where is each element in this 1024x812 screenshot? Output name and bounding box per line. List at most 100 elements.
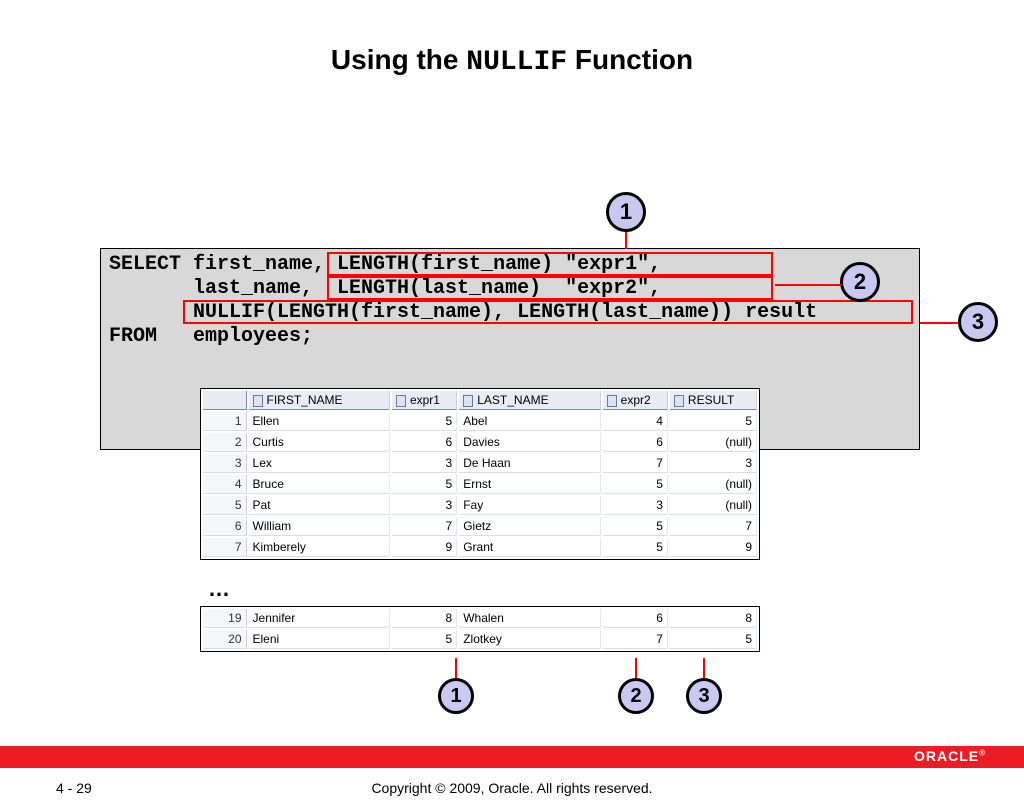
last-name-cell: De Haan [459, 454, 600, 473]
callout-badge-1: 1 [606, 192, 646, 232]
column-icon [396, 395, 406, 407]
rownum-cell: 2 [203, 433, 247, 452]
expr2-cell: 6 [603, 433, 668, 452]
expr2-cell: 5 [603, 475, 668, 494]
highlight-2 [327, 276, 773, 300]
connector-1 [625, 232, 627, 249]
rownum-cell: 5 [203, 496, 247, 515]
results-body: 1Ellen5Abel452Curtis6Davies6(null)3Lex3D… [203, 412, 757, 557]
table-row: 3Lex3De Haan73 [203, 454, 757, 473]
result-cell: 9 [670, 538, 757, 557]
last-name-cell: Abel [459, 412, 600, 431]
expr2-cell: 3 [603, 496, 668, 515]
table-row: 2Curtis6Davies6(null) [203, 433, 757, 452]
expr1-cell: 5 [392, 475, 457, 494]
callout-badge-2: 2 [840, 262, 880, 302]
rownum-header [203, 391, 247, 410]
expr2-cell: 5 [603, 517, 668, 536]
rownum-cell: 4 [203, 475, 247, 494]
title-mono: NULLIF [466, 47, 567, 78]
table-row: 6William7Gietz57 [203, 517, 757, 536]
result-cell: 8 [670, 609, 757, 628]
callout-badge-bottom-3: 3 [686, 678, 722, 714]
copyright-text: Copyright © 2009, Oracle. All rights res… [0, 780, 1024, 796]
column-icon [674, 395, 684, 407]
callout-badge-3: 3 [958, 302, 998, 342]
expr2-cell: 7 [603, 454, 668, 473]
results-body-continued: 19Jennifer8Whalen6820Eleni5Zlotkey75 [203, 609, 757, 649]
expr1-cell: 7 [392, 517, 457, 536]
highlight-1 [327, 252, 773, 276]
title-suffix: Function [567, 44, 693, 75]
rownum-cell: 19 [203, 609, 247, 628]
table-row: 19Jennifer8Whalen68 [203, 609, 757, 628]
last-name-cell: Fay [459, 496, 600, 515]
oracle-logo: ORACLE® [904, 746, 996, 766]
last-name-cell: Grant [459, 538, 600, 557]
expr1-cell: 3 [392, 454, 457, 473]
last-name-cell: Gietz [459, 517, 600, 536]
highlight-3 [183, 300, 913, 324]
connector-b2 [635, 658, 637, 678]
rownum-cell: 6 [203, 517, 247, 536]
connector-2 [775, 284, 841, 286]
expr2-cell: 4 [603, 412, 668, 431]
first-name-cell: Lex [249, 454, 390, 473]
rownum-cell: 20 [203, 630, 247, 649]
column-icon [253, 395, 263, 407]
col-last-name: LAST_NAME [459, 391, 600, 410]
table-row: 20Eleni5Zlotkey75 [203, 630, 757, 649]
callout-badge-bottom-2: 2 [618, 678, 654, 714]
first-name-cell: Eleni [249, 630, 390, 649]
last-name-cell: Davies [459, 433, 600, 452]
rownum-cell: 3 [203, 454, 247, 473]
first-name-cell: Jennifer [249, 609, 390, 628]
result-cell: 5 [670, 412, 757, 431]
column-icon [463, 395, 473, 407]
expr1-cell: 8 [392, 609, 457, 628]
first-name-cell: Curtis [249, 433, 390, 452]
result-cell: (null) [670, 433, 757, 452]
connector-b1 [455, 658, 457, 678]
ellipsis: … [208, 576, 230, 602]
first-name-cell: William [249, 517, 390, 536]
table-row: 4Bruce5Ernst5(null) [203, 475, 757, 494]
rownum-cell: 1 [203, 412, 247, 431]
result-cell: 3 [670, 454, 757, 473]
first-name-cell: Kimberely [249, 538, 390, 557]
footer-red-bar [0, 746, 1024, 768]
result-cell: 5 [670, 630, 757, 649]
table-row: 5Pat3Fay3(null) [203, 496, 757, 515]
column-icon [607, 395, 617, 407]
expr1-cell: 6 [392, 433, 457, 452]
table-row: 1Ellen5Abel45 [203, 412, 757, 431]
sql-line-4: FROM employees; [109, 325, 313, 348]
connector-b3 [703, 658, 705, 678]
expr1-cell: 5 [392, 630, 457, 649]
results-header: FIRST_NAME expr1 LAST_NAME expr2 RESULT [203, 391, 757, 410]
last-name-cell: Ernst [459, 475, 600, 494]
results-table-continued: 19Jennifer8Whalen6820Eleni5Zlotkey75 [200, 606, 760, 652]
first-name-cell: Ellen [249, 412, 390, 431]
col-expr1: expr1 [392, 391, 457, 410]
col-expr2: expr2 [603, 391, 668, 410]
callout-badge-bottom-1: 1 [438, 678, 474, 714]
expr1-cell: 9 [392, 538, 457, 557]
expr2-cell: 7 [603, 630, 668, 649]
title-prefix: Using the [331, 44, 466, 75]
first-name-cell: Pat [249, 496, 390, 515]
last-name-cell: Whalen [459, 609, 600, 628]
expr1-cell: 5 [392, 412, 457, 431]
expr1-cell: 3 [392, 496, 457, 515]
result-cell: 7 [670, 517, 757, 536]
table-row: 7Kimberely9Grant59 [203, 538, 757, 557]
page-title: Using the NULLIF Function [0, 44, 1024, 78]
results-table: FIRST_NAME expr1 LAST_NAME expr2 RESULT … [200, 388, 760, 560]
first-name-cell: Bruce [249, 475, 390, 494]
result-cell: (null) [670, 496, 757, 515]
result-cell: (null) [670, 475, 757, 494]
last-name-cell: Zlotkey [459, 630, 600, 649]
expr2-cell: 5 [603, 538, 668, 557]
expr2-cell: 6 [603, 609, 668, 628]
rownum-cell: 7 [203, 538, 247, 557]
